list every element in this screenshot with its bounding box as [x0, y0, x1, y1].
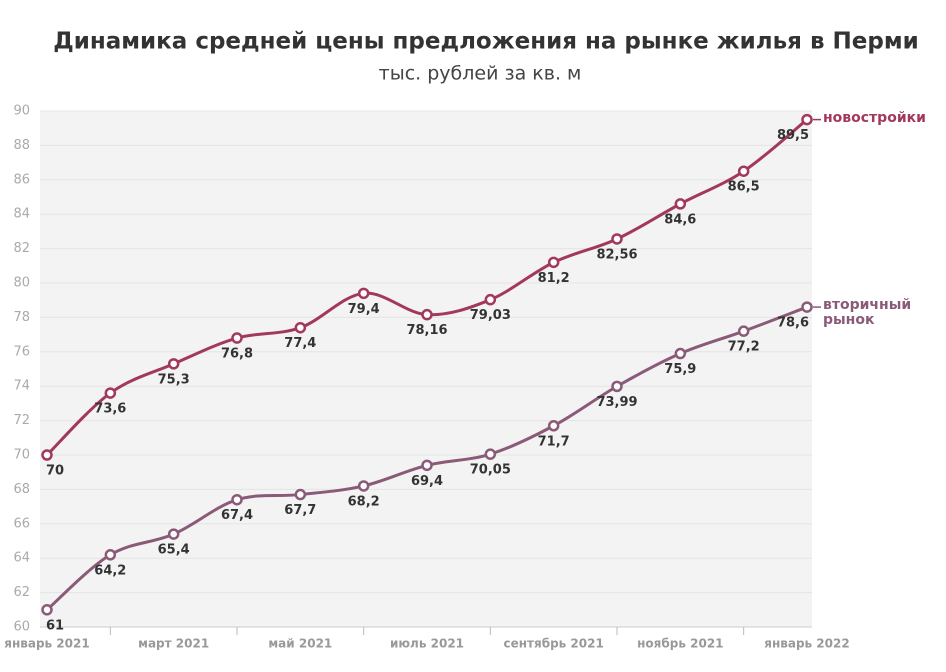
data-point [484, 448, 497, 460]
data-label: 79,4 [348, 302, 380, 317]
data-point [674, 198, 687, 210]
data-point [421, 459, 433, 472]
y-tick-label: 82 [13, 241, 30, 256]
plot-background [40, 111, 812, 627]
data-label: 73,99 [596, 395, 637, 410]
x-tick-label: сентябрь 2021 [503, 637, 603, 651]
data-point [737, 165, 750, 177]
data-label: 70 [46, 464, 64, 479]
data-point [294, 488, 307, 501]
data-point [611, 380, 623, 393]
x-tick-label: январь 2022 [764, 637, 849, 651]
data-point [801, 113, 813, 126]
data-label: 67,7 [284, 503, 316, 518]
data-point [231, 332, 243, 344]
chart-subtitle: тыс. рублей за кв. м [379, 63, 582, 85]
data-label: 64,2 [94, 563, 126, 578]
chart-title: Динамика средней цены предложения на рын… [53, 29, 919, 55]
data-point [167, 528, 180, 540]
y-tick-label: 66 [13, 516, 30, 531]
data-label: 84,6 [664, 212, 696, 227]
y-tick-label: 68 [13, 482, 30, 497]
y-tick-label: 64 [13, 551, 30, 566]
data-label: 67,4 [221, 508, 253, 523]
data-label: 65,4 [158, 543, 190, 558]
y-tick-label: 86 [13, 172, 30, 187]
data-point [547, 420, 560, 432]
x-tick-label: июль 2021 [390, 637, 464, 651]
data-label: 82,56 [596, 247, 637, 262]
y-tick-label: 74 [13, 379, 30, 394]
data-label: 69,4 [411, 474, 443, 489]
data-label: 61 [46, 618, 64, 633]
x-tick-label: январь 2021 [4, 637, 89, 651]
data-point [167, 358, 180, 370]
data-point [737, 325, 750, 337]
y-tick-label: 76 [13, 344, 30, 359]
data-point [801, 301, 813, 313]
data-label: 78,6 [777, 316, 809, 331]
data-label: 77,4 [284, 336, 316, 351]
legend-label: вторичный рынок [823, 297, 912, 329]
data-label: 86,5 [728, 180, 760, 195]
data-point [41, 604, 53, 616]
y-tick-label: 70 [13, 448, 30, 463]
data-point [547, 256, 560, 269]
data-label: 89,5 [777, 128, 809, 143]
data-point [421, 308, 433, 321]
y-tick-label: 72 [13, 413, 30, 428]
y-tick-label: 84 [13, 207, 30, 222]
data-label: 73,6 [94, 402, 126, 417]
data-point [484, 293, 497, 306]
data-point [611, 233, 623, 245]
data-label: 77,2 [728, 340, 760, 355]
data-label: 70,05 [470, 463, 511, 478]
x-tick-label: март 2021 [138, 637, 209, 651]
data-label: 81,2 [538, 271, 570, 286]
data-label: 75,9 [664, 362, 696, 377]
data-label: 68,2 [348, 494, 380, 509]
data-point [357, 287, 370, 300]
y-tick-label: 80 [13, 276, 30, 291]
data-label: 79,03 [470, 308, 511, 323]
y-tick-label: 90 [13, 104, 30, 119]
data-point [104, 387, 117, 399]
y-tick-label: 78 [13, 310, 30, 325]
data-point [294, 321, 307, 334]
y-tick-label: 60 [13, 620, 30, 635]
y-tick-label: 62 [13, 585, 30, 600]
data-point [41, 449, 53, 461]
data-point [104, 549, 117, 561]
y-tick-label: 88 [13, 138, 30, 153]
data-point [674, 347, 687, 360]
legend-label: новостройки [823, 109, 926, 126]
x-tick-label: май 2021 [268, 637, 332, 651]
data-label: 78,16 [406, 323, 447, 338]
x-tick-label: ноябрь 2021 [637, 637, 723, 651]
data-label: 76,8 [221, 347, 253, 362]
data-label: 71,7 [538, 434, 570, 449]
data-point [357, 480, 370, 492]
data-point [231, 493, 243, 506]
data-label: 75,3 [158, 372, 190, 387]
